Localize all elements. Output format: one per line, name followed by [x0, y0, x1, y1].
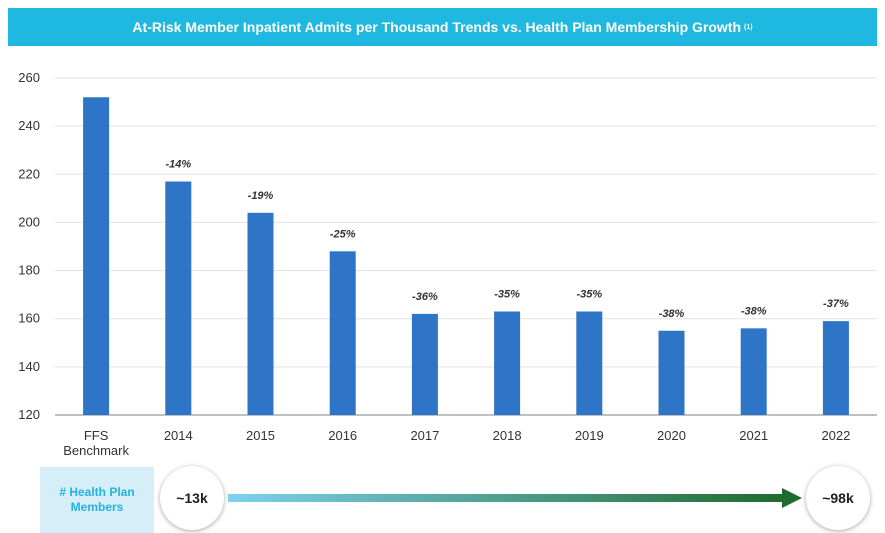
- bar: [822, 321, 849, 415]
- x-tick-label: Benchmark: [63, 443, 129, 458]
- y-tick-label: 240: [18, 118, 40, 133]
- x-tick-label: 2020: [657, 428, 686, 443]
- data-label: -38%: [659, 308, 685, 320]
- x-tick-label: 2015: [246, 428, 275, 443]
- bar: [83, 97, 110, 415]
- chart-title-banner: At-Risk Member Inpatient Admits per Thou…: [8, 8, 877, 46]
- y-tick-label: 180: [18, 263, 40, 278]
- y-tick-label: 120: [18, 407, 40, 422]
- data-label: -14%: [165, 159, 191, 171]
- chart-title: At-Risk Member Inpatient Admits per Thou…: [132, 19, 741, 35]
- bar: [576, 311, 603, 415]
- y-tick-label: 160: [18, 311, 40, 326]
- y-tick-label: 200: [18, 214, 40, 229]
- data-label: -35%: [494, 288, 520, 300]
- data-label: -35%: [576, 288, 602, 300]
- data-label: -38%: [741, 305, 767, 317]
- y-tick-label: 260: [18, 70, 40, 85]
- x-tick-label: 2016: [328, 428, 357, 443]
- bar: [329, 251, 356, 415]
- x-tick-label: 2017: [410, 428, 439, 443]
- bar: [494, 311, 521, 415]
- x-tick-label: 2019: [575, 428, 604, 443]
- data-label: -25%: [330, 228, 356, 240]
- members-end-badge: ~98k: [806, 466, 870, 530]
- members-end-value: ~98k: [822, 490, 854, 506]
- x-tick-label: 2014: [164, 428, 193, 443]
- bar: [247, 212, 274, 415]
- x-tick-label: 2022: [821, 428, 850, 443]
- members-start-value: ~13k: [176, 490, 208, 506]
- bar: [658, 330, 685, 415]
- bar: [165, 181, 192, 415]
- y-tick-label: 220: [18, 166, 40, 181]
- health-plan-members-label: # Health Plan Members: [40, 467, 154, 533]
- data-label: -19%: [248, 190, 274, 202]
- title-footnote-marker: (1): [744, 23, 753, 31]
- growth-arrow-head: [782, 488, 802, 508]
- growth-arrow-shaft: [228, 494, 786, 502]
- y-tick-label: 140: [18, 359, 40, 374]
- health-plan-members-text: # Health Plan Members: [59, 485, 135, 514]
- data-label: -36%: [412, 291, 438, 303]
- x-tick-label: 2018: [493, 428, 522, 443]
- x-tick-label: 2021: [739, 428, 768, 443]
- bar: [740, 328, 767, 415]
- members-start-badge: ~13k: [160, 466, 224, 530]
- data-label: -37%: [823, 298, 849, 310]
- x-tick-label: FFS: [84, 428, 109, 443]
- bar: [411, 313, 438, 415]
- membership-growth-arrow: [228, 488, 802, 508]
